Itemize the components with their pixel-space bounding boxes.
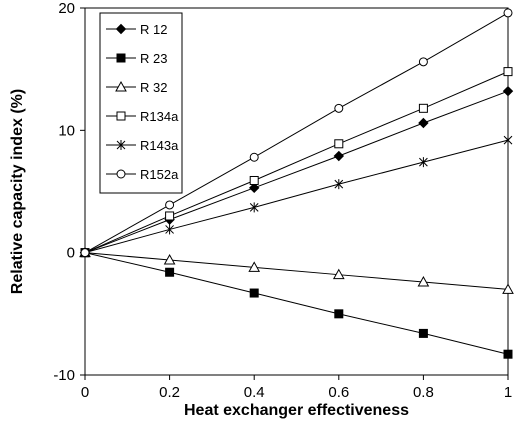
series-group xyxy=(79,8,514,359)
legend-item: R152a xyxy=(106,167,179,182)
data-point xyxy=(165,267,175,277)
legend-label: R 23 xyxy=(140,51,167,66)
data-point xyxy=(503,135,513,146)
y-axis-title: Relative capacity index (%) xyxy=(9,89,26,294)
x-tick-label: 0.6 xyxy=(328,384,349,401)
data-point xyxy=(248,261,261,272)
y-tick-label: -10 xyxy=(53,367,75,384)
legend-marker xyxy=(116,111,126,121)
legend-item: R134a xyxy=(106,109,179,124)
series-r152a xyxy=(80,8,513,258)
legend-box xyxy=(99,12,183,194)
data-point xyxy=(503,8,513,18)
x-tick-label: 0.8 xyxy=(413,384,434,401)
plot-area xyxy=(84,7,509,376)
series-line xyxy=(84,139,509,254)
data-point xyxy=(334,103,344,113)
legend-marker xyxy=(116,169,126,179)
axis-ticks: 0 0.2 0.4 0.6 0.8 1 -10 0 10 20 xyxy=(53,0,512,401)
data-point xyxy=(249,202,259,213)
data-point xyxy=(419,157,428,168)
data-point xyxy=(333,150,345,162)
x-tick-label: 0.2 xyxy=(159,384,180,401)
series-line xyxy=(84,252,509,355)
y-tick-label: 0 xyxy=(67,245,75,262)
data-point xyxy=(248,182,260,194)
data-point xyxy=(165,200,175,210)
legend-marker xyxy=(116,53,126,63)
legend-item: R 23 xyxy=(106,51,167,66)
legend-label: R 32 xyxy=(140,80,167,95)
data-point xyxy=(417,275,430,287)
legend-item: R 12 xyxy=(106,22,167,37)
y-tick-label: 10 xyxy=(58,122,75,139)
legend-label: R 12 xyxy=(140,22,167,37)
data-point xyxy=(502,283,514,294)
data-point xyxy=(334,139,344,149)
series-line xyxy=(84,252,509,290)
x-axis-title: Heat exchanger effectiveness xyxy=(184,402,409,419)
series-line xyxy=(84,71,509,254)
data-point xyxy=(418,117,429,129)
legend-label: R134a xyxy=(140,109,179,124)
data-point xyxy=(418,328,428,338)
y-tick-label: 20 xyxy=(58,0,75,17)
data-point xyxy=(249,152,259,162)
data-point xyxy=(503,67,513,77)
legend-marker xyxy=(115,80,127,92)
data-point xyxy=(165,211,175,221)
x-tick-label: 1 xyxy=(504,384,512,401)
series-r32 xyxy=(79,246,514,294)
data-point xyxy=(165,224,174,235)
data-point xyxy=(334,179,344,190)
data-point xyxy=(249,288,259,298)
series-line xyxy=(84,90,509,254)
legend-marker xyxy=(116,140,126,150)
data-point xyxy=(249,175,259,185)
legend-marker xyxy=(115,23,127,35)
legend-label: R152a xyxy=(140,167,179,182)
data-point xyxy=(163,253,176,265)
x-tick-label: 0.4 xyxy=(244,384,265,401)
x-tick-label: 0 xyxy=(81,384,89,401)
data-point xyxy=(80,248,90,258)
legend: R 12 R 23 R 32 R134a R143a R152a xyxy=(99,12,183,194)
data-point xyxy=(502,85,514,97)
data-point xyxy=(503,349,513,359)
data-point xyxy=(334,309,344,319)
legend-item: R 32 xyxy=(106,80,167,95)
legend-label: R143a xyxy=(140,138,179,153)
data-point xyxy=(418,103,428,113)
data-point xyxy=(418,57,428,67)
series-r23 xyxy=(80,248,513,359)
data-point xyxy=(332,268,345,280)
legend-item: R143a xyxy=(106,138,179,153)
series-line xyxy=(84,12,509,254)
